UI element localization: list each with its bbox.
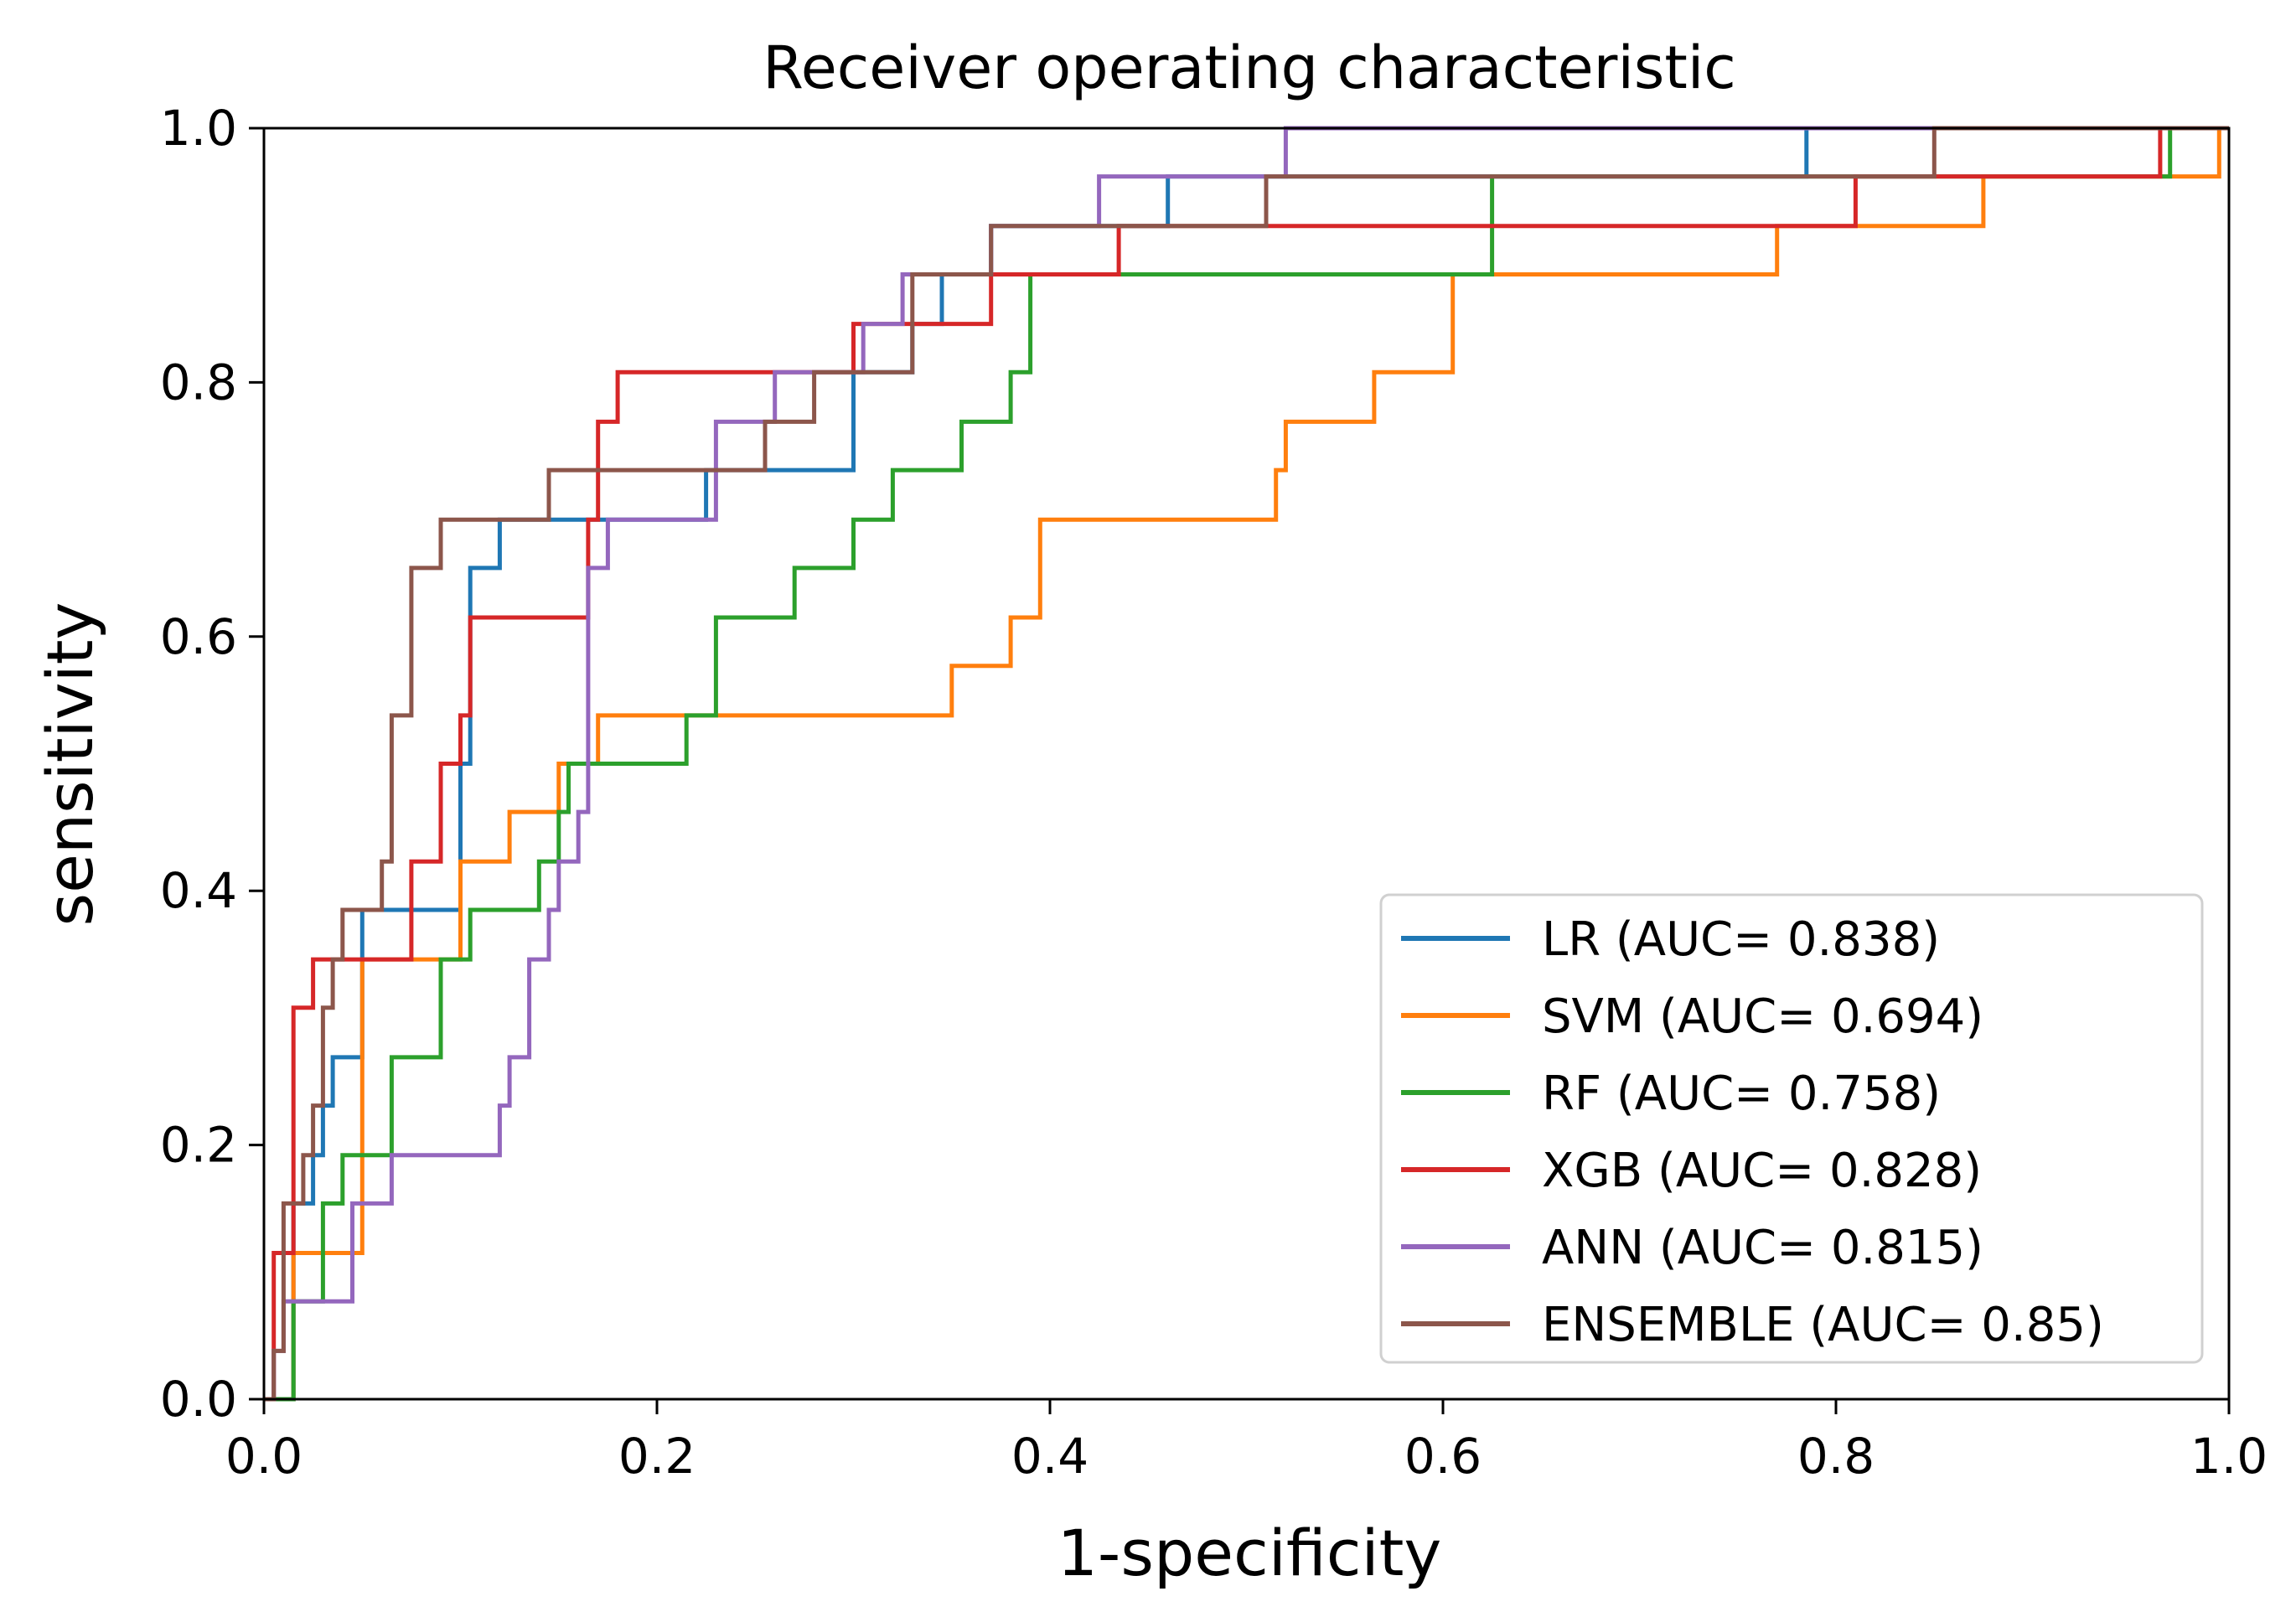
legend: LR (AUC= 0.838) SVM (AUC= 0.694) RF (AUC= … — [1379, 893, 2204, 1364]
legend-label-xgb: XGB (AUC= 0.828) — [1542, 1144, 1982, 1198]
series-line-ensemble — [264, 126, 2229, 1402]
legend-frame — [1379, 893, 2204, 1364]
series-line-svm — [264, 126, 2229, 1402]
series-line-rf — [264, 126, 2229, 1402]
legend-label-ann: ANN (AUC= 0.815) — [1542, 1221, 1983, 1275]
y-tick-label: 0.2 — [160, 1117, 237, 1174]
plot-lines — [264, 126, 2229, 1402]
x-axis-ticks: 0.0 0.2 0.4 0.6 0.8 1.0 — [225, 1399, 2268, 1485]
x-axis-label: 1-specificity — [1058, 1516, 1442, 1590]
legend-label-lr: LR (AUC= 0.838) — [1542, 912, 1940, 967]
plot-frame — [262, 127, 2231, 1401]
x-tick-label: 0.0 — [225, 1428, 303, 1485]
y-tick-label: 0.4 — [160, 862, 237, 919]
y-axis-label: sensitivity — [33, 602, 107, 926]
x-tick-label: 0.4 — [1011, 1428, 1089, 1485]
legend-label-ensemble: ENSEMBLE (AUC= 0.85) — [1542, 1298, 2104, 1352]
x-tick-label: 0.2 — [618, 1428, 696, 1485]
chart-title: Receiver operating characteristic — [763, 34, 1736, 102]
y-tick-label: 0.6 — [160, 608, 237, 665]
y-tick-label: 0.0 — [160, 1371, 237, 1428]
legend-label-rf: RF (AUC= 0.758) — [1542, 1067, 1941, 1121]
y-tick-label: 1.0 — [160, 100, 237, 157]
x-tick-label: 0.6 — [1404, 1428, 1482, 1485]
x-tick-label: 0.8 — [1797, 1428, 1875, 1485]
legend-label-svm: SVM (AUC= 0.694) — [1542, 989, 1983, 1044]
y-axis-ticks: 0.0 0.2 0.4 0.6 0.8 1.0 — [160, 100, 264, 1428]
y-tick-label: 0.8 — [160, 354, 237, 411]
x-tick-label: 1.0 — [2190, 1428, 2268, 1485]
